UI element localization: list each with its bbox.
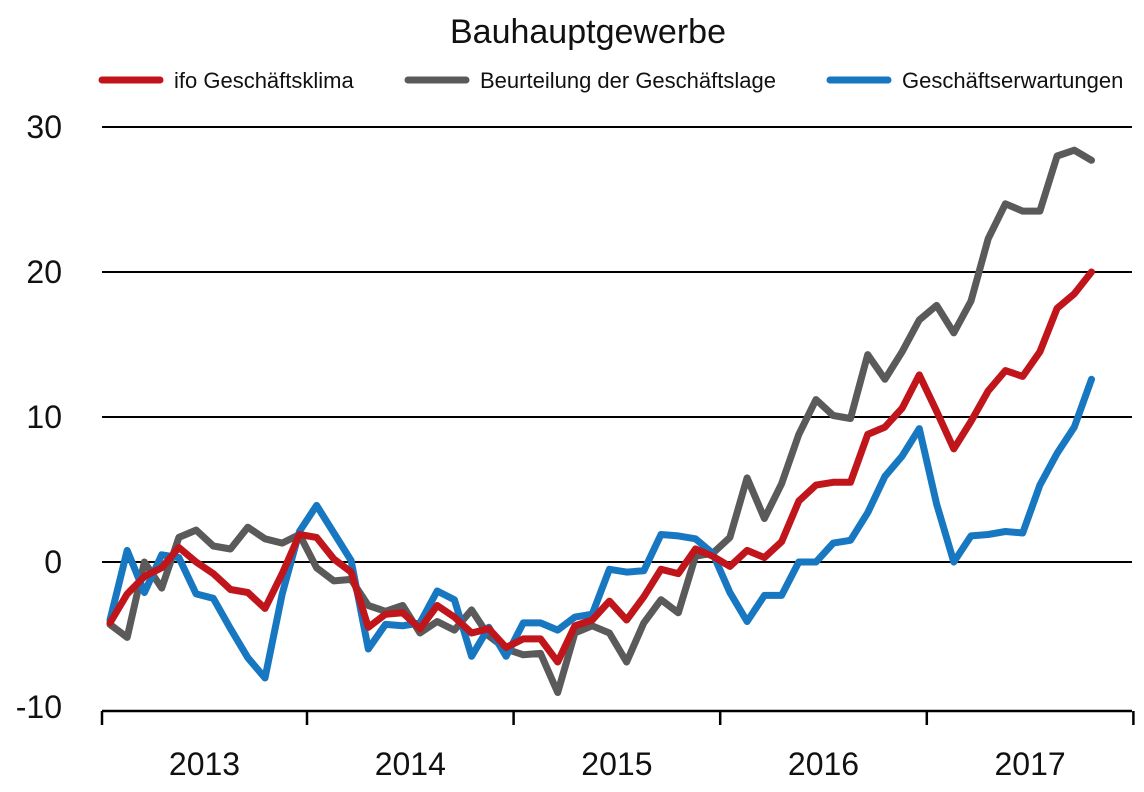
x-tick-label: 2013 <box>169 746 240 782</box>
series-line <box>106 375 1095 682</box>
legend-label: Beurteilung der Geschäftslage <box>480 68 776 93</box>
series-line <box>106 146 1095 696</box>
y-axis-ticks: 30 20 10 0 -10 <box>16 109 62 725</box>
series-lines <box>106 146 1095 696</box>
x-axis: 2013 2014 2015 2016 2017 <box>100 709 1135 782</box>
y-tick-label: 20 <box>26 254 62 290</box>
y-tick-label: -10 <box>16 689 62 725</box>
x-tick-label: 2014 <box>375 746 446 782</box>
legend-label: ifo Geschäftsklima <box>174 68 354 93</box>
legend-label: Geschäftserwartungen <box>902 68 1123 93</box>
series-line <box>106 268 1095 666</box>
legend: ifo Geschäftsklima Beurteilung der Geschä… <box>98 68 1123 93</box>
x-tick-label: 2015 <box>581 746 652 782</box>
gridlines <box>102 126 1132 563</box>
x-tick-label: 2016 <box>788 746 859 782</box>
chart-title: Bauhauptgewerbe <box>450 13 726 51</box>
y-tick-label: 0 <box>44 544 62 580</box>
x-tick-label: 2017 <box>995 746 1066 782</box>
y-tick-label: 10 <box>26 399 62 435</box>
y-tick-label: 30 <box>26 109 62 145</box>
